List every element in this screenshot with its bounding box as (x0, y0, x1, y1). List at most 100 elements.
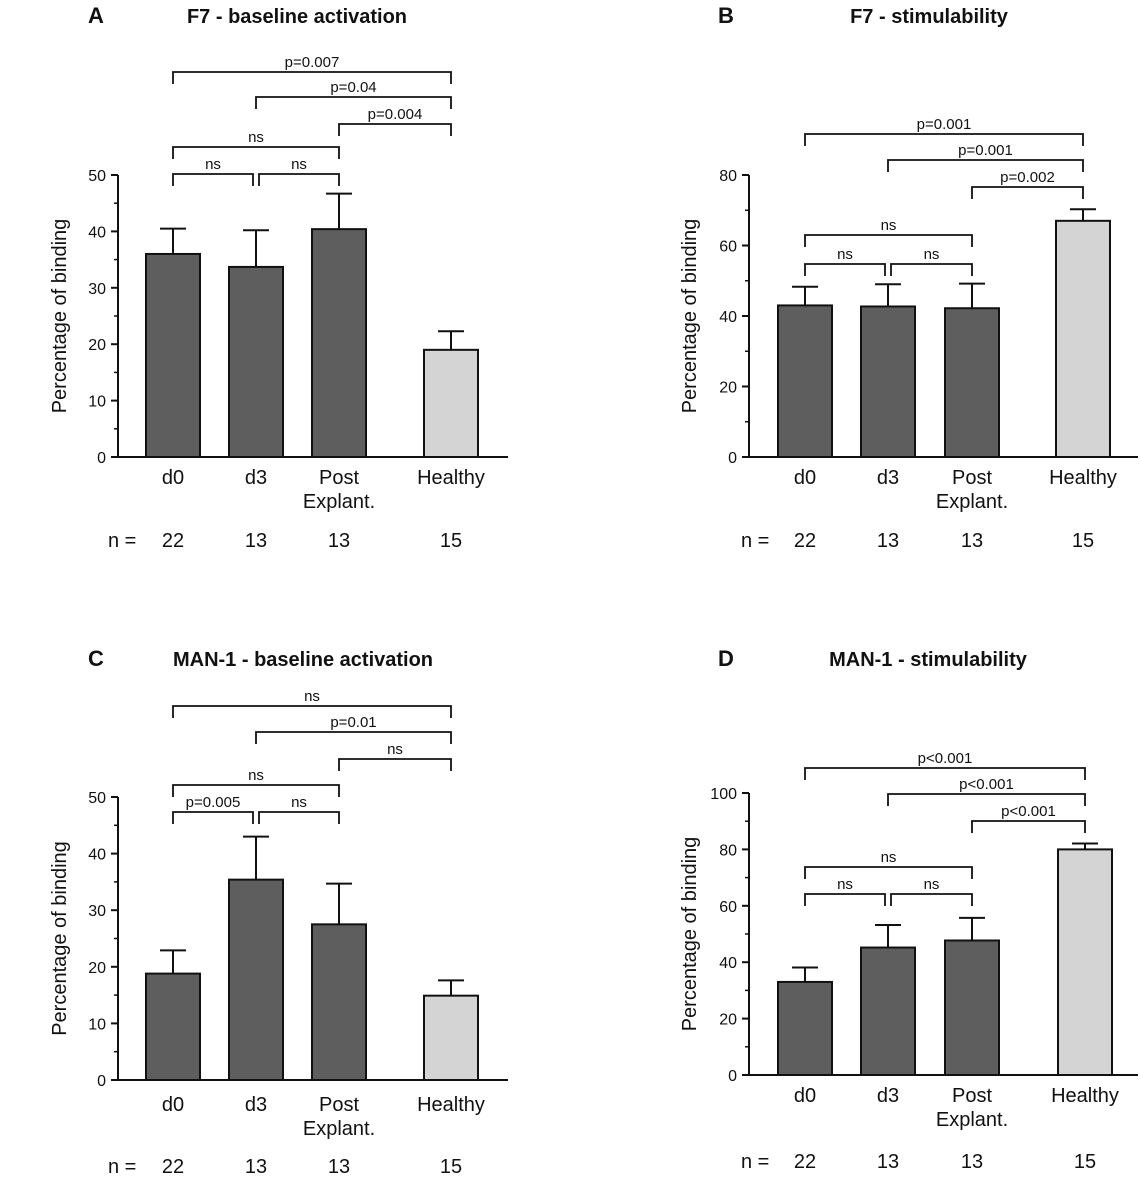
bar-3 (423, 994, 479, 1082)
bar-1 (860, 946, 916, 1077)
n-value: 13 (328, 1156, 350, 1178)
significance-bracket (804, 263, 886, 276)
n-value: 13 (877, 530, 899, 552)
category-label: d0 (162, 467, 184, 489)
bar-2 (944, 307, 1000, 458)
category-label: d3 (877, 467, 899, 489)
bar-2 (944, 939, 1000, 1077)
significance-bracket (890, 893, 973, 906)
bar-2 (311, 228, 367, 458)
y-tick-label: 80 (719, 842, 737, 859)
n-value: 22 (794, 530, 816, 552)
n-value: 13 (245, 1156, 267, 1178)
significance-label: ns (387, 741, 403, 758)
significance-bracket (804, 866, 973, 879)
panel-letter: C (88, 646, 104, 671)
significance-bracket (804, 893, 886, 906)
y-tick-label: 100 (710, 786, 737, 803)
panel-c: C MAN-1 - baseline activation 0 10 20 30 40 50 P… (49, 646, 508, 1178)
significance-bracket (338, 123, 452, 136)
significance-label: ns (924, 876, 940, 893)
y-tick-label: 60 (719, 239, 737, 256)
y-tick-label: 0 (97, 1073, 106, 1090)
y-axis-label: Percentage of binding (679, 219, 701, 414)
panel-title: F7 - baseline activation (187, 6, 407, 28)
significance-label: ns (205, 156, 221, 173)
significance-label: ns (837, 246, 853, 263)
significance-label: p=0.04 (330, 79, 376, 96)
y-tick-label: 20 (719, 380, 737, 397)
y-tick-label: 50 (88, 168, 106, 185)
y-tick-label: 20 (719, 1012, 737, 1029)
significance-label: p=0.007 (285, 54, 340, 71)
significance-label: p<0.001 (959, 776, 1014, 793)
significance-label: p=0.004 (368, 106, 423, 123)
y-axis-label: Percentage of binding (49, 219, 71, 414)
n-value: 15 (440, 1156, 462, 1178)
significance-bracket (804, 133, 1084, 146)
y-tick-label: 10 (88, 394, 106, 411)
significance-bracket (887, 159, 1084, 172)
significance-label: p=0.005 (186, 794, 241, 811)
n-value: 13 (245, 530, 267, 552)
category-label: Healthy (1049, 467, 1117, 489)
significance-bracket (172, 705, 452, 718)
significance-bracket (172, 173, 254, 186)
y-tick-label: 50 (88, 790, 106, 807)
category-label: Healthy (417, 1094, 485, 1116)
category-label: Healthy (417, 467, 485, 489)
n-prefix: n = (741, 530, 769, 552)
panel-letter: A (88, 3, 104, 28)
significance-bracket (172, 811, 254, 824)
n-prefix: n = (741, 1151, 769, 1173)
category-label: Post Explant. (936, 1085, 1008, 1131)
significance-bracket (338, 758, 452, 771)
n-value: 13 (877, 1151, 899, 1173)
bar-1 (860, 305, 916, 459)
n-value: 22 (794, 1151, 816, 1173)
category-label: Healthy (1051, 1085, 1119, 1107)
category-label: Post Explant. (303, 467, 375, 513)
panel-title: MAN-1 - stimulability (829, 649, 1028, 671)
significance-bracket (890, 263, 973, 276)
panel-title: MAN-1 - baseline activation (173, 649, 433, 671)
bar-0 (145, 972, 201, 1081)
significance-label: ns (248, 767, 264, 784)
y-tick-label: 30 (88, 281, 106, 298)
significance-label: ns (291, 156, 307, 173)
category-label: d0 (162, 1094, 184, 1116)
bar-0 (777, 304, 833, 458)
y-tick-label: 20 (88, 960, 106, 977)
category-label: d0 (794, 1085, 816, 1107)
bar-0 (777, 980, 833, 1076)
significance-label: ns (881, 849, 897, 866)
bar-3 (1057, 848, 1113, 1077)
y-tick-label: 80 (719, 168, 737, 185)
n-value: 13 (328, 530, 350, 552)
significance-label: ns (248, 129, 264, 146)
significance-bracket (971, 820, 1086, 833)
y-tick-label: 0 (97, 450, 106, 467)
n-prefix: n = (108, 530, 136, 552)
y-tick-label: 40 (88, 847, 106, 864)
bar-2 (311, 923, 367, 1081)
n-value: 15 (1072, 530, 1094, 552)
y-tick-label: 40 (719, 955, 737, 972)
category-label: Post Explant. (303, 1094, 375, 1140)
significance-label: ns (924, 246, 940, 263)
n-value: 15 (440, 530, 462, 552)
significance-bracket (258, 173, 340, 186)
n-prefix: n = (108, 1156, 136, 1178)
significance-bracket (887, 793, 1086, 806)
y-tick-label: 0 (728, 1068, 737, 1085)
n-value: 22 (162, 1156, 184, 1178)
significance-bracket (258, 811, 340, 824)
significance-label: p=0.001 (917, 116, 972, 133)
significance-bracket (255, 96, 452, 109)
significance-bracket (971, 186, 1084, 199)
n-value: 13 (961, 530, 983, 552)
significance-bracket (255, 731, 452, 744)
bar-1 (228, 878, 284, 1081)
panel-letter: B (718, 3, 734, 28)
